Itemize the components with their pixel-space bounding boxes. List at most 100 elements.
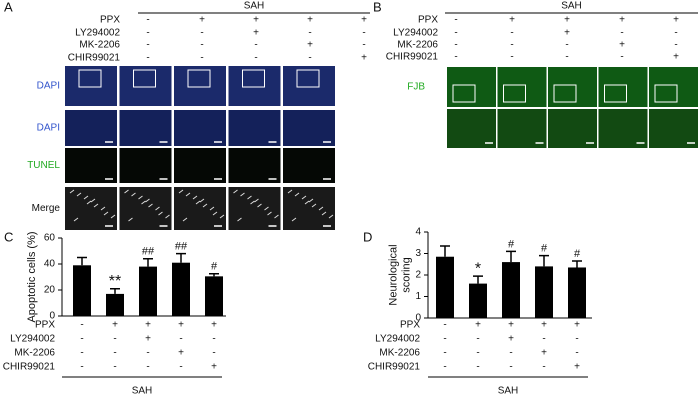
condition-label: MK-2206 xyxy=(379,348,420,359)
cell-mark xyxy=(103,211,109,216)
cell-mark xyxy=(311,203,317,208)
condition-sign: - xyxy=(80,348,83,359)
condition-sign: - xyxy=(575,334,578,345)
zoom-box xyxy=(452,84,476,103)
condition-label: PPX xyxy=(400,320,420,331)
bar xyxy=(73,265,91,316)
cell-mark xyxy=(145,198,150,203)
annotation: * xyxy=(475,260,481,277)
annotation: ** xyxy=(109,273,121,290)
group-label: SAH xyxy=(244,1,265,12)
micrograph xyxy=(174,187,226,230)
condition-sign: - xyxy=(620,52,623,63)
cell-mark xyxy=(264,206,269,211)
condition-sign: - xyxy=(146,15,149,26)
condition-label: LY294002 xyxy=(75,28,120,39)
condition-label: LY294002 xyxy=(375,334,420,345)
panel-letter: C xyxy=(4,229,13,244)
cell-mark xyxy=(73,217,79,222)
condition-sign: - xyxy=(443,348,446,359)
cell-mark xyxy=(100,206,106,211)
condition-sign: - xyxy=(454,15,457,26)
condition-sign: + xyxy=(112,320,118,331)
condition-sign: - xyxy=(200,28,203,39)
micrograph xyxy=(65,110,117,146)
y-tick-label: 20 xyxy=(44,285,56,296)
cell-mark xyxy=(185,192,191,197)
error-bar xyxy=(473,275,483,284)
cell-mark xyxy=(212,211,218,216)
condition-sign: + xyxy=(574,320,580,331)
condition-sign: + xyxy=(619,40,625,51)
zoom-box xyxy=(78,69,102,88)
cell-mark xyxy=(274,214,279,219)
condition-sign: + xyxy=(145,334,151,345)
micrograph xyxy=(283,148,335,183)
micrograph xyxy=(283,110,335,146)
condition-label: MK-2206 xyxy=(79,40,120,51)
condition-sign: - xyxy=(254,40,257,51)
group-label: SAH xyxy=(561,1,582,12)
bar xyxy=(568,267,586,318)
bar xyxy=(106,293,124,316)
cell-mark xyxy=(69,189,75,194)
condition-sign: - xyxy=(510,52,513,63)
cell-mark xyxy=(219,214,225,219)
condition-sign: - xyxy=(443,334,446,345)
condition-sign: - xyxy=(212,348,215,359)
condition-sign: + xyxy=(253,15,259,26)
condition-sign: + xyxy=(211,362,217,373)
row-label: DAPI xyxy=(37,123,60,134)
condition-sign: - xyxy=(80,334,83,345)
bar xyxy=(535,266,553,318)
micrograph xyxy=(174,110,226,146)
condition-sign: - xyxy=(509,348,512,359)
bar xyxy=(205,276,223,316)
cell-mark xyxy=(202,203,208,208)
condition-sign: - xyxy=(575,348,578,359)
micrograph xyxy=(649,67,698,107)
micrograph xyxy=(283,187,335,230)
bar xyxy=(436,256,454,318)
condition-sign: - xyxy=(674,40,677,51)
condition-label: LY294002 xyxy=(10,334,55,345)
cell-mark xyxy=(155,206,160,211)
cell-mark xyxy=(86,200,92,205)
annotation: ## xyxy=(175,241,188,253)
cell-mark xyxy=(110,214,116,219)
micrograph xyxy=(119,110,172,146)
condition-sign: - xyxy=(254,53,257,64)
condition-sign: + xyxy=(211,320,217,331)
condition-sign: - xyxy=(510,40,513,51)
y-tick-label: 2 xyxy=(415,270,421,281)
condition-sign: + xyxy=(199,15,205,26)
micrograph xyxy=(548,109,597,148)
zoom-box xyxy=(133,69,156,88)
condition-sign: + xyxy=(307,40,313,51)
error-bar xyxy=(539,254,549,267)
panel-letter: A xyxy=(4,0,13,14)
condition-sign: - xyxy=(362,28,365,39)
cell-mark xyxy=(124,189,129,194)
annotation: # xyxy=(211,261,218,273)
cell-mark xyxy=(233,189,238,194)
condition-sign: + xyxy=(619,15,625,26)
condition-sign: + xyxy=(253,28,259,39)
condition-sign: - xyxy=(200,40,203,51)
bar xyxy=(139,266,157,316)
micrograph xyxy=(119,66,172,106)
cell-mark xyxy=(237,217,242,222)
cell-mark xyxy=(209,206,215,211)
y-axis-label: Apoptotic cells (%) xyxy=(26,231,38,322)
error-bar xyxy=(176,252,186,263)
condition-label: LY294002 xyxy=(393,28,438,39)
condition-sign: - xyxy=(509,362,512,373)
micrograph xyxy=(65,187,117,230)
condition-sign: + xyxy=(541,348,547,359)
annotation: # xyxy=(574,248,581,260)
cell-mark xyxy=(267,211,272,216)
condition-sign: - xyxy=(80,320,83,331)
y-tick-label: 60 xyxy=(44,233,56,244)
error-bar xyxy=(77,256,87,266)
